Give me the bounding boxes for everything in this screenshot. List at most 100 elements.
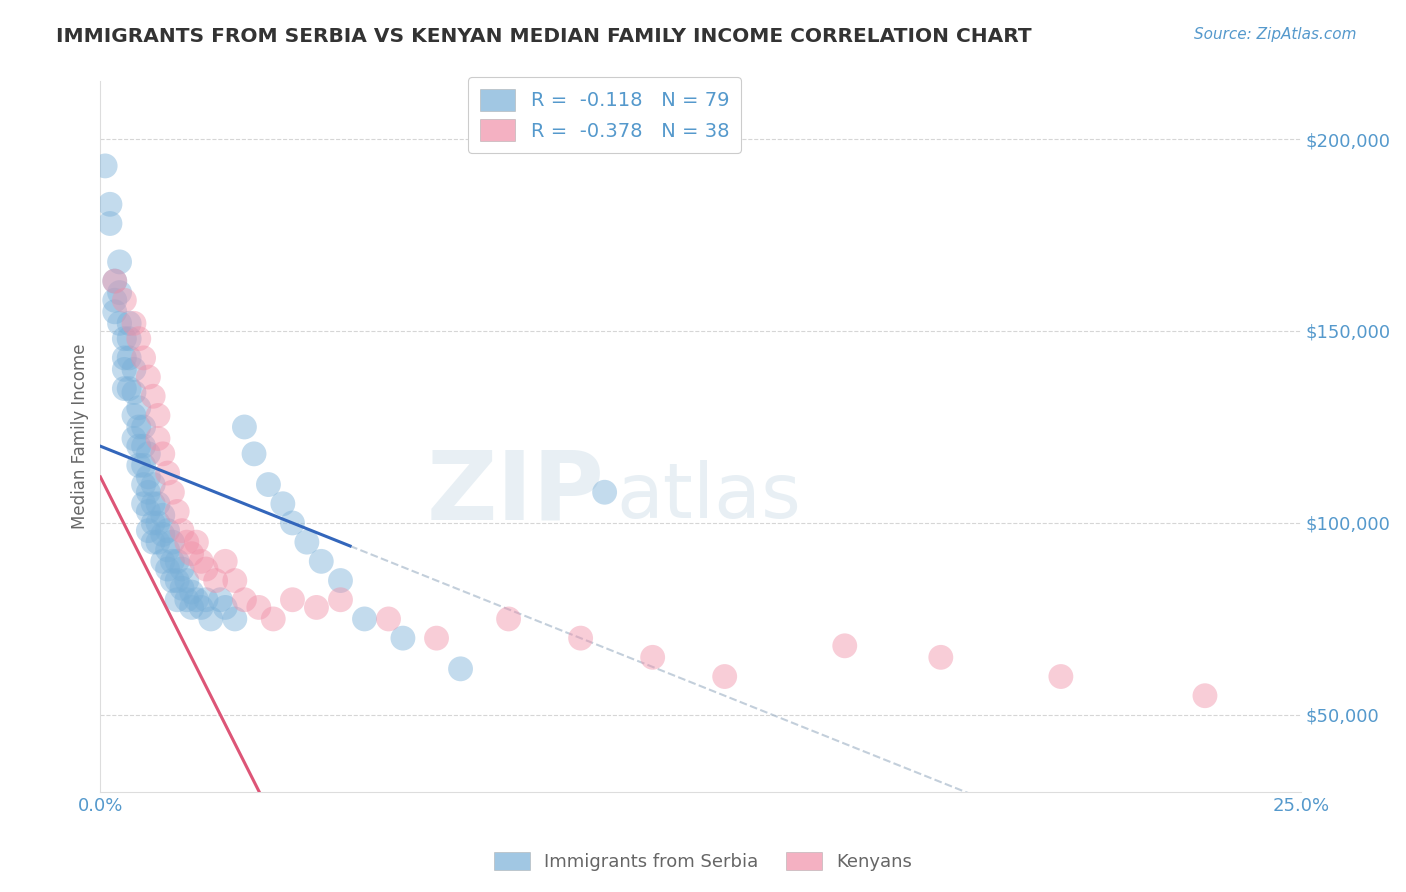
Point	[224, 574, 246, 588]
Point	[146, 432, 169, 446]
Point	[170, 581, 193, 595]
Point	[641, 650, 664, 665]
Point	[108, 316, 131, 330]
Point	[176, 535, 198, 549]
Point	[257, 477, 280, 491]
Point	[1050, 669, 1073, 683]
Point	[162, 485, 184, 500]
Point	[162, 554, 184, 568]
Point	[281, 516, 304, 530]
Point	[118, 332, 141, 346]
Point	[104, 274, 127, 288]
Point	[128, 332, 150, 346]
Point	[122, 385, 145, 400]
Point	[132, 351, 155, 365]
Point	[929, 650, 952, 665]
Point	[295, 535, 318, 549]
Legend: Immigrants from Serbia, Kenyans: Immigrants from Serbia, Kenyans	[486, 845, 920, 879]
Point	[142, 497, 165, 511]
Point	[329, 574, 352, 588]
Point	[142, 477, 165, 491]
Point	[146, 516, 169, 530]
Point	[138, 447, 160, 461]
Point	[180, 600, 202, 615]
Text: Source: ZipAtlas.com: Source: ZipAtlas.com	[1194, 27, 1357, 42]
Y-axis label: Median Family Income: Median Family Income	[72, 343, 89, 529]
Point	[281, 592, 304, 607]
Point	[170, 524, 193, 538]
Point	[108, 285, 131, 300]
Point	[128, 439, 150, 453]
Point	[112, 293, 135, 308]
Point	[104, 293, 127, 308]
Point	[118, 351, 141, 365]
Point	[190, 600, 212, 615]
Point	[152, 508, 174, 523]
Point	[122, 316, 145, 330]
Point	[195, 562, 218, 576]
Point	[834, 639, 856, 653]
Point	[142, 389, 165, 403]
Point	[112, 382, 135, 396]
Point	[118, 316, 141, 330]
Point	[152, 554, 174, 568]
Point	[132, 439, 155, 453]
Legend: R =  -0.118   N = 79, R =  -0.378   N = 38: R = -0.118 N = 79, R = -0.378 N = 38	[468, 77, 741, 153]
Point	[128, 420, 150, 434]
Point	[195, 592, 218, 607]
Point	[138, 485, 160, 500]
Point	[498, 612, 520, 626]
Point	[593, 485, 616, 500]
Point	[122, 432, 145, 446]
Point	[98, 217, 121, 231]
Point	[450, 662, 472, 676]
Point	[1194, 689, 1216, 703]
Point	[224, 612, 246, 626]
Point	[186, 592, 208, 607]
Point	[132, 420, 155, 434]
Point	[138, 470, 160, 484]
Point	[209, 592, 232, 607]
Point	[243, 447, 266, 461]
Point	[122, 362, 145, 376]
Point	[166, 592, 188, 607]
Point	[247, 600, 270, 615]
Point	[162, 535, 184, 549]
Point	[311, 554, 333, 568]
Point	[170, 562, 193, 576]
Point	[214, 554, 236, 568]
Point	[138, 524, 160, 538]
Point	[132, 497, 155, 511]
Point	[200, 612, 222, 626]
Point	[146, 409, 169, 423]
Text: IMMIGRANTS FROM SERBIA VS KENYAN MEDIAN FAMILY INCOME CORRELATION CHART: IMMIGRANTS FROM SERBIA VS KENYAN MEDIAN …	[56, 27, 1032, 45]
Point	[305, 600, 328, 615]
Point	[132, 458, 155, 473]
Point	[152, 447, 174, 461]
Point	[190, 554, 212, 568]
Point	[146, 497, 169, 511]
Point	[112, 332, 135, 346]
Point	[425, 631, 447, 645]
Point	[156, 524, 179, 538]
Text: atlas: atlas	[617, 460, 801, 534]
Point	[138, 370, 160, 384]
Point	[142, 516, 165, 530]
Point	[156, 562, 179, 576]
Point	[214, 600, 236, 615]
Point	[166, 554, 188, 568]
Point	[112, 351, 135, 365]
Point	[180, 585, 202, 599]
Point	[146, 535, 169, 549]
Point	[329, 592, 352, 607]
Point	[713, 669, 735, 683]
Point	[262, 612, 284, 626]
Point	[94, 159, 117, 173]
Text: ZIP: ZIP	[427, 447, 605, 540]
Point	[104, 274, 127, 288]
Point	[176, 574, 198, 588]
Point	[569, 631, 592, 645]
Point	[377, 612, 399, 626]
Point	[132, 477, 155, 491]
Point	[176, 592, 198, 607]
